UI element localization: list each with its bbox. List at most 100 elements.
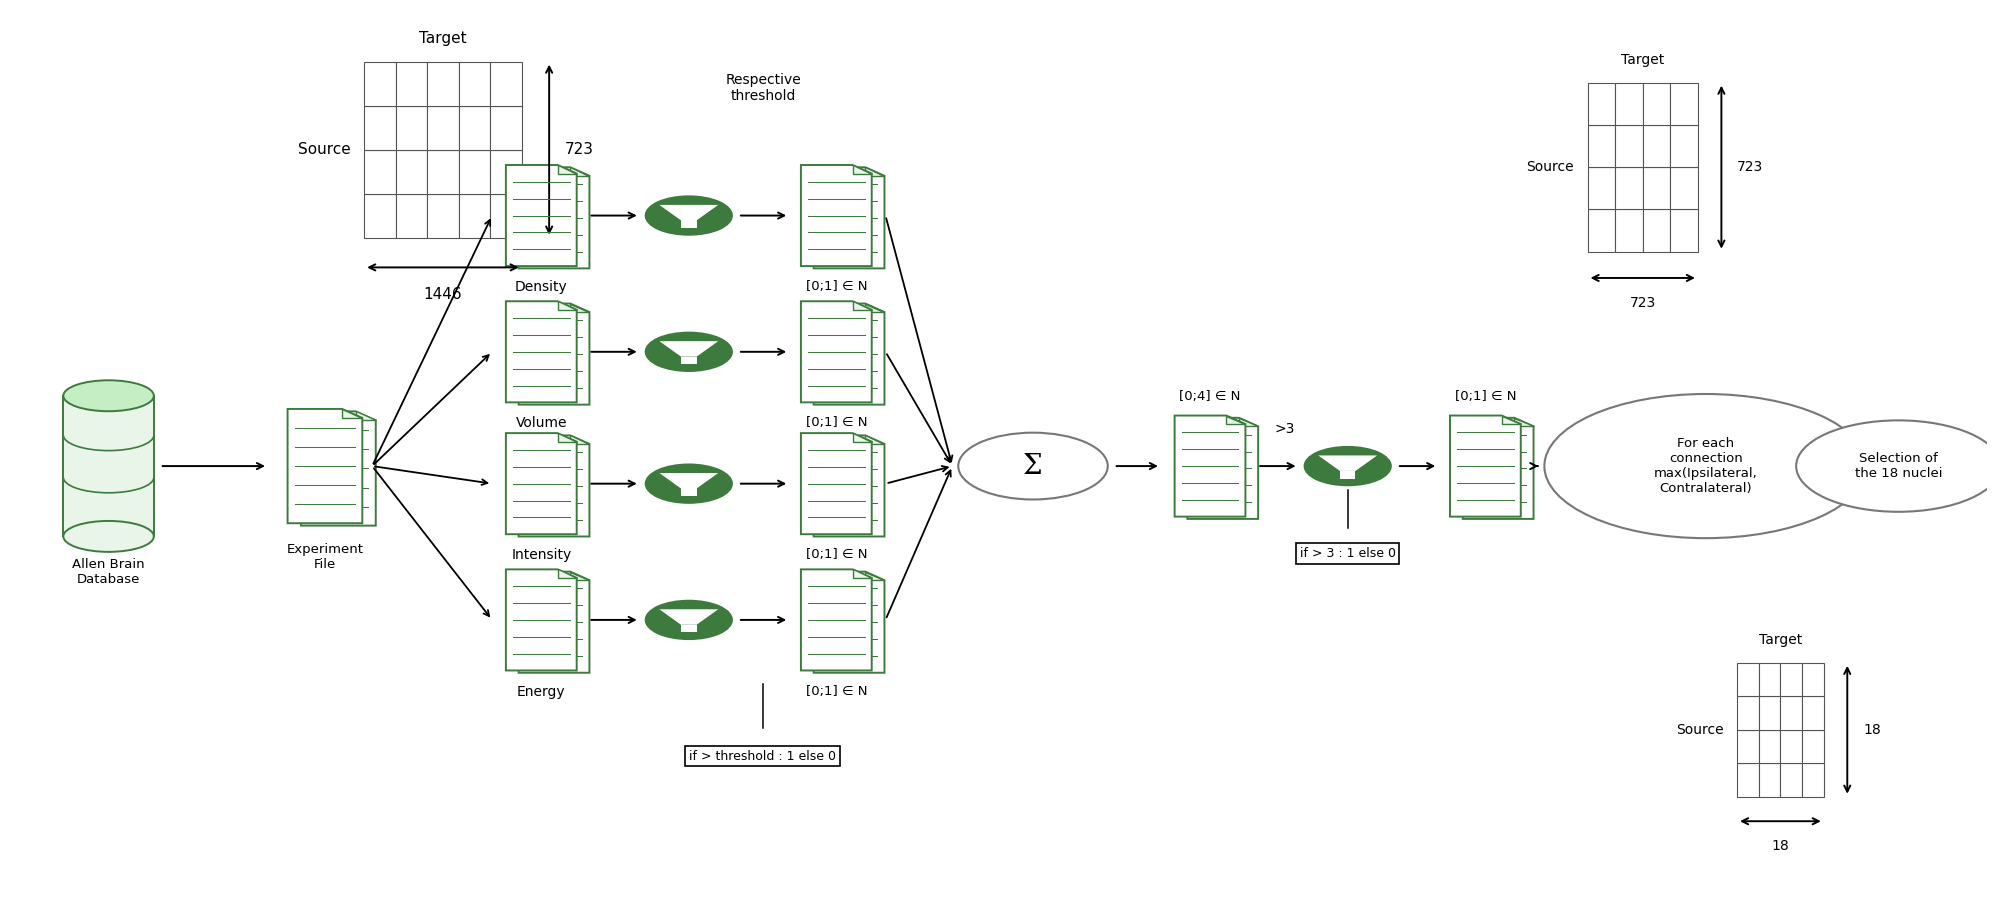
Bar <box>1802 763 1824 797</box>
Polygon shape <box>570 303 590 312</box>
Text: 723: 723 <box>1738 161 1764 174</box>
Bar <box>1588 167 1616 209</box>
Text: Σ: Σ <box>1024 453 1044 480</box>
Polygon shape <box>865 167 885 176</box>
Bar <box>1758 763 1780 797</box>
Bar <box>1780 696 1802 730</box>
Bar <box>427 62 460 106</box>
Bar <box>427 150 460 194</box>
Text: if > 3 : 1 else 0: if > 3 : 1 else 0 <box>1301 547 1395 560</box>
Bar <box>395 194 427 238</box>
Bar <box>490 150 522 194</box>
Text: [0;1] ∈ N: [0;1] ∈ N <box>805 416 867 430</box>
Ellipse shape <box>64 521 155 552</box>
Bar <box>1738 696 1758 730</box>
Bar <box>1802 730 1824 763</box>
Polygon shape <box>801 165 871 266</box>
Polygon shape <box>813 303 885 405</box>
Polygon shape <box>558 165 576 173</box>
Bar <box>1802 663 1824 696</box>
Bar <box>490 194 522 238</box>
Polygon shape <box>660 341 719 357</box>
Polygon shape <box>506 433 576 535</box>
Bar <box>1670 83 1698 125</box>
Text: 723: 723 <box>1630 295 1656 309</box>
Polygon shape <box>853 301 871 309</box>
Polygon shape <box>558 301 576 309</box>
Bar <box>1758 663 1780 696</box>
Polygon shape <box>865 571 885 580</box>
Bar <box>460 150 490 194</box>
Polygon shape <box>853 165 871 173</box>
Text: Target: Target <box>1622 53 1664 67</box>
Text: Target: Target <box>419 30 468 46</box>
Circle shape <box>957 432 1108 500</box>
Circle shape <box>646 601 733 640</box>
Bar <box>1758 730 1780 763</box>
Bar <box>1588 125 1616 167</box>
Text: Source: Source <box>1676 723 1724 736</box>
Bar <box>363 106 395 150</box>
Text: Respective
threshold: Respective threshold <box>727 74 801 103</box>
Polygon shape <box>865 435 885 444</box>
Circle shape <box>646 333 733 371</box>
Circle shape <box>646 196 733 235</box>
Bar <box>1670 209 1698 251</box>
Text: Experiment
File: Experiment File <box>287 543 363 570</box>
Polygon shape <box>301 412 375 526</box>
Polygon shape <box>355 412 375 421</box>
Text: 723: 723 <box>564 142 594 157</box>
Bar <box>395 62 427 106</box>
Polygon shape <box>1515 418 1533 426</box>
Text: [0;1] ∈ N: [0;1] ∈ N <box>805 280 867 293</box>
Polygon shape <box>558 433 576 441</box>
Polygon shape <box>518 435 590 536</box>
Bar <box>1642 167 1670 209</box>
Text: 18: 18 <box>1772 839 1790 853</box>
Polygon shape <box>1226 415 1246 424</box>
Text: Target: Target <box>1758 633 1802 647</box>
Polygon shape <box>1449 415 1521 517</box>
Text: Intensity: Intensity <box>512 548 572 562</box>
Polygon shape <box>1238 418 1258 426</box>
Polygon shape <box>801 570 871 670</box>
Text: 1446: 1446 <box>423 287 462 301</box>
Polygon shape <box>680 489 696 496</box>
Bar <box>363 194 395 238</box>
Polygon shape <box>680 357 696 364</box>
Text: For each
connection
max(Ipsilateral,
Contralateral): For each connection max(Ipsilateral, Con… <box>1654 437 1758 495</box>
Polygon shape <box>1463 418 1533 518</box>
Text: if > threshold : 1 else 0: if > threshold : 1 else 0 <box>688 750 837 762</box>
Polygon shape <box>660 205 719 221</box>
Bar <box>1670 125 1698 167</box>
Polygon shape <box>570 167 590 176</box>
Polygon shape <box>1188 418 1258 518</box>
Bar <box>1616 167 1642 209</box>
Bar <box>1616 209 1642 251</box>
Text: [0;1] ∈ N: [0;1] ∈ N <box>1455 390 1515 404</box>
Bar <box>427 194 460 238</box>
Polygon shape <box>813 571 885 673</box>
Bar <box>1642 209 1670 251</box>
Polygon shape <box>853 433 871 441</box>
Polygon shape <box>865 303 885 312</box>
Text: [0;1] ∈ N: [0;1] ∈ N <box>805 548 867 562</box>
Text: Energy: Energy <box>518 684 566 699</box>
Text: 18: 18 <box>1862 723 1881 736</box>
Polygon shape <box>570 571 590 580</box>
Polygon shape <box>680 221 696 228</box>
Polygon shape <box>558 570 576 578</box>
Bar <box>1616 83 1642 125</box>
Text: Selection of
the 18 nuclei: Selection of the 18 nuclei <box>1854 452 1943 480</box>
Text: [0;4] ∈ N: [0;4] ∈ N <box>1180 390 1240 404</box>
Polygon shape <box>1341 471 1355 479</box>
Bar <box>1780 763 1802 797</box>
Bar <box>1738 663 1758 696</box>
Polygon shape <box>506 165 576 266</box>
Text: Allen Brain
Database: Allen Brain Database <box>72 558 145 587</box>
Bar <box>460 62 490 106</box>
Bar <box>1780 730 1802 763</box>
Polygon shape <box>801 301 871 403</box>
Polygon shape <box>1174 415 1246 517</box>
Polygon shape <box>853 570 871 578</box>
